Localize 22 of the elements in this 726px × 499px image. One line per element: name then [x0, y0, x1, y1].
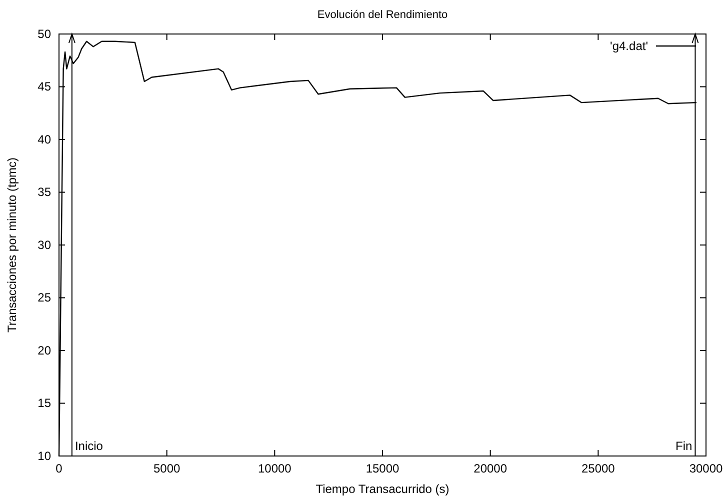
x-tick-label: 5000	[153, 462, 181, 476]
y-tick-label: 45	[38, 80, 52, 94]
y-tick-label: 40	[38, 132, 52, 146]
x-tick-label: 15000	[366, 462, 400, 476]
legend-label: 'g4.dat'	[610, 39, 648, 53]
y-tick-label: 10	[38, 448, 52, 463]
y-tick-label: 20	[38, 343, 52, 358]
x-axis-title: Tiempo Transacurrido (s)	[316, 482, 450, 496]
y-axis-title: Transacciones por minuto (tpmc)	[5, 158, 19, 332]
y-tick-label: 25	[38, 290, 52, 305]
ref-line-label: Fin	[676, 439, 692, 453]
x-tick-label: 30000	[689, 462, 724, 476]
x-tick-label: 20000	[474, 462, 508, 476]
y-tick-label: 30	[38, 238, 52, 252]
y-tick-label: 50	[38, 26, 52, 41]
ref-line-label: Inicio	[74, 439, 104, 453]
y-tick-label: 15	[38, 396, 52, 410]
x-tick-label: 0	[56, 462, 63, 476]
chart-title: Evolución del Rendimiento	[317, 9, 448, 21]
x-tick-label: 25000	[581, 462, 616, 476]
x-tick-label: 10000	[258, 462, 292, 476]
y-tick-label: 35	[38, 185, 52, 200]
